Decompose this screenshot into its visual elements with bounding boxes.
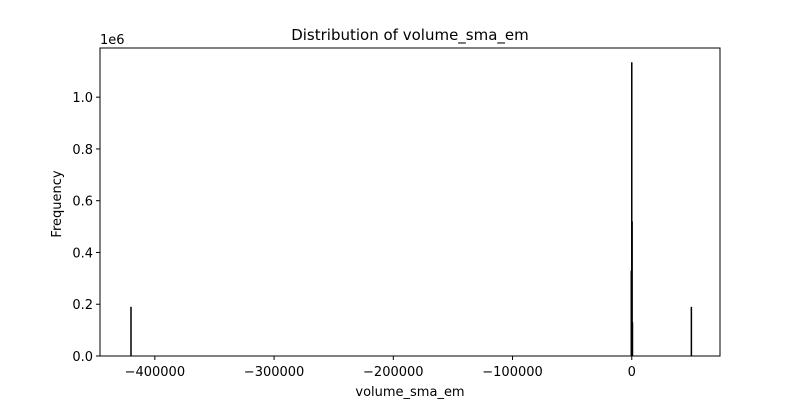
y-tick-label-3: 0.6 <box>72 195 93 210</box>
histogram-bar-4 <box>631 322 634 356</box>
y-tick-label-1: 0.2 <box>72 298 93 313</box>
y-tick-label-0: 0.0 <box>72 350 93 365</box>
x-tick-label-2: −200000 <box>363 365 424 380</box>
histogram-bar-0 <box>130 306 132 356</box>
y-tick-label-5: 1.0 <box>72 91 93 106</box>
x-axis-label: volume_sma_em <box>355 385 464 400</box>
histogram-bar-2 <box>631 62 633 357</box>
y-axis-offset-label: 1e6 <box>100 33 125 48</box>
histogram-bars <box>130 62 693 357</box>
x-tick-label-3: −100000 <box>482 365 543 380</box>
y-tick-label-2: 0.4 <box>72 246 93 261</box>
y-axis-label: Frequency <box>50 170 65 237</box>
histogram-bar-3 <box>631 221 633 356</box>
chart-title: Distribution of volume_sma_em <box>291 26 529 45</box>
plot-area-frame <box>99 47 721 357</box>
x-tick-label-4: 0 <box>628 365 636 380</box>
y-axis-ticks: 0.0 0.2 0.4 0.6 0.8 1.0 <box>72 91 100 365</box>
x-axis-ticks: −400000 −300000 −200000 −100000 0 <box>125 356 636 380</box>
x-tick-label-0: −400000 <box>125 365 186 380</box>
x-tick-label-1: −300000 <box>244 365 305 380</box>
y-tick-label-4: 0.8 <box>72 143 93 158</box>
histogram-bar-5 <box>690 306 693 356</box>
